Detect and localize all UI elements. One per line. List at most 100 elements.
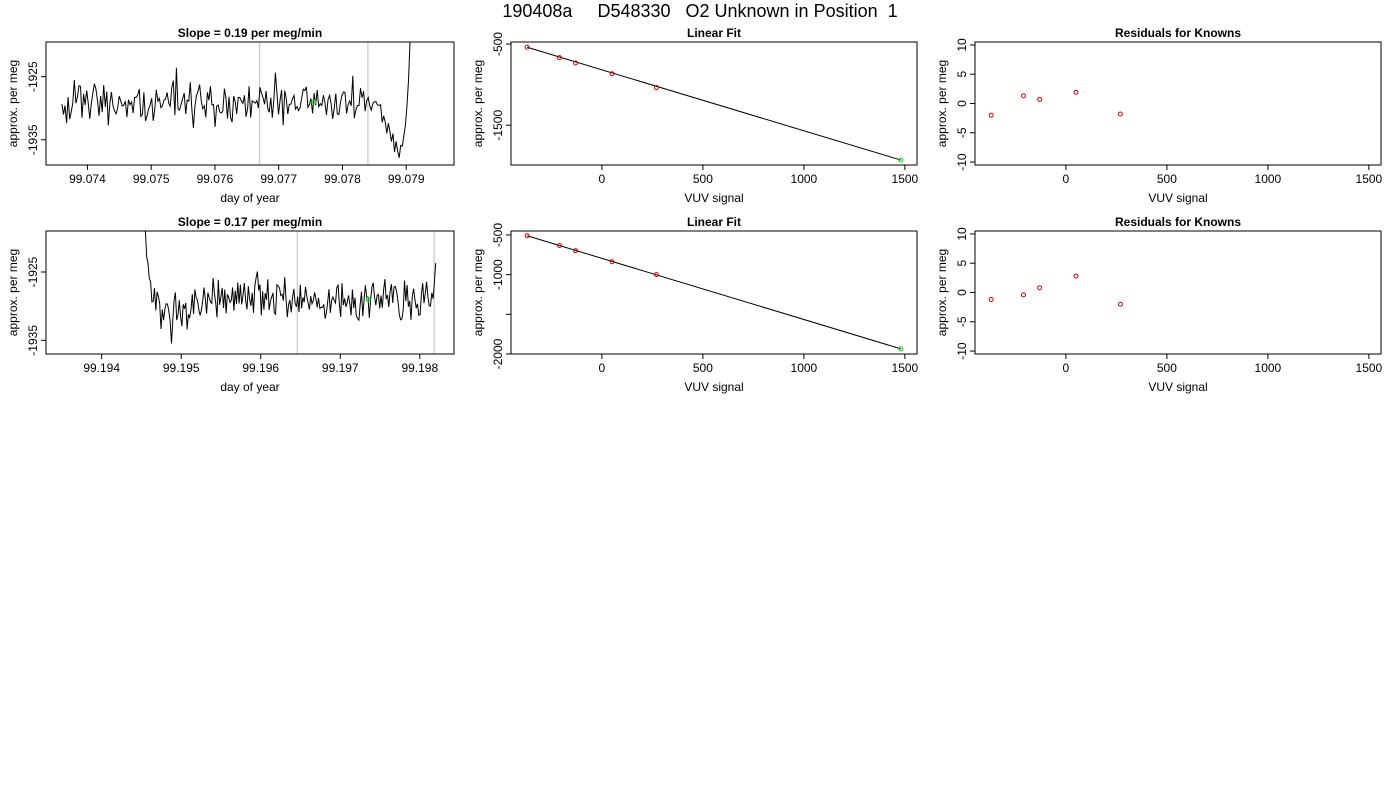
known-point	[524, 44, 530, 50]
panel-4: Slope = 0.17 per meg/min 99.194 99.195 99.1…	[6, 215, 455, 394]
x-tick-label: 500	[693, 361, 713, 375]
x-tick-label: 1000	[791, 361, 818, 375]
x-tick-label: 1500	[892, 361, 919, 375]
panel-2: Linear Fit 0 500 1000 1500 VUV signal -500 -150…	[471, 26, 919, 205]
y-axis-label: approx. per meg	[471, 60, 485, 147]
plot-frame	[45, 230, 455, 355]
series-line	[61, 42, 411, 158]
known-point	[556, 243, 562, 249]
x-tick-label: 99.196	[242, 361, 279, 375]
x-axis-label: VUV signal	[1148, 191, 1207, 205]
x-tick-label: 99.194	[83, 361, 120, 375]
y-tick-label: -1500	[491, 110, 505, 141]
x-tick-label: 99.077	[260, 172, 297, 186]
data-layer	[988, 89, 1123, 118]
known-point	[609, 259, 615, 265]
x-tick-label: 99.079	[388, 172, 425, 186]
data-layer	[524, 233, 904, 352]
data-layer	[524, 44, 904, 163]
panel-title: Slope = 0.19 per meg/min	[178, 26, 322, 40]
known-point	[988, 297, 994, 303]
y-tick-label: -1925	[26, 256, 40, 287]
panel-title: Linear Fit	[687, 26, 741, 40]
x-tick-label: 1500	[892, 172, 919, 186]
y-tick-label: -2000	[491, 338, 505, 369]
known-point	[609, 71, 615, 77]
y-axis-label: approx. per meg	[935, 60, 949, 147]
x-tick-label: 1500	[1356, 172, 1383, 186]
plot-frame	[45, 41, 455, 166]
x-tick-label: 99.078	[324, 172, 361, 186]
data-layer	[144, 231, 437, 344]
x-tick-label: 500	[1157, 172, 1177, 186]
y-tick-label: 10	[955, 227, 969, 241]
y-axis-label: approx. per meg	[935, 249, 949, 336]
known-point	[653, 272, 659, 278]
fit-line	[527, 46, 901, 161]
panel-5: Linear Fit 0 500 1000 1500 VUV signal -500 -100…	[471, 215, 919, 394]
unknown-point	[898, 346, 904, 352]
x-axis-label: VUV signal	[684, 191, 743, 205]
x-tick-label: 1000	[1255, 172, 1282, 186]
panel-title: Linear Fit	[687, 215, 741, 229]
plot-frame	[510, 230, 918, 355]
known-point	[524, 233, 530, 239]
known-point	[573, 248, 579, 254]
x-tick-label: 1500	[1356, 361, 1383, 375]
y-tick-label: -1935	[26, 325, 40, 356]
known-point	[1117, 111, 1123, 117]
fit-line	[527, 235, 901, 350]
x-axis-label: VUV signal	[1148, 380, 1207, 394]
known-point	[1020, 292, 1026, 298]
x-tick-label: 0	[599, 361, 606, 375]
x-axis-label: day of year	[220, 380, 279, 394]
x-tick-label: 0	[599, 172, 606, 186]
y-tick-label: 5	[955, 71, 969, 78]
known-point	[988, 112, 994, 118]
plot-frame	[510, 41, 918, 166]
known-point	[1037, 96, 1043, 102]
y-tick-label: -500	[491, 223, 505, 247]
x-tick-label: 0	[1063, 361, 1070, 375]
data-layer	[988, 273, 1123, 307]
known-point	[556, 55, 562, 61]
known-point	[1020, 93, 1026, 99]
y-tick-label: -5	[955, 127, 969, 138]
panel-6: Residuals for Knowns 0 500 1000 1500 VUV sign…	[935, 215, 1383, 394]
x-tick-label: 99.075	[133, 172, 170, 186]
y-axis-label: approx. per meg	[471, 249, 485, 336]
plot-frame	[974, 41, 1382, 166]
y-tick-label: 0	[955, 100, 969, 107]
unknown-point	[898, 157, 904, 163]
x-tick-label: 99.195	[163, 361, 200, 375]
known-point	[1073, 89, 1079, 95]
x-tick-label: 500	[693, 172, 713, 186]
y-tick-label: -1925	[26, 61, 40, 92]
y-axis-label: approx. per meg	[6, 60, 20, 147]
series-line	[144, 231, 437, 344]
known-point	[573, 60, 579, 66]
unknown-point	[365, 296, 371, 302]
y-tick-label: 0	[955, 289, 969, 296]
y-tick-label: 5	[955, 260, 969, 267]
x-tick-label: 99.076	[197, 172, 234, 186]
y-tick-label: -1000	[491, 259, 505, 290]
x-tick-label: 99.074	[69, 172, 106, 186]
known-point	[1117, 301, 1123, 307]
known-point	[1073, 273, 1079, 279]
y-tick-label: -1935	[26, 124, 40, 155]
plot-frame	[974, 230, 1382, 355]
known-point	[653, 85, 659, 91]
panel-1: Slope = 0.19 per meg/min 99.074 99.075 99.0…	[6, 26, 455, 205]
panel-3: Residuals for Knowns 0 500 1000 1500 VUV sign…	[935, 26, 1383, 205]
y-tick-label: -500	[491, 32, 505, 56]
panel-title: Slope = 0.17 per meg/min	[178, 215, 322, 229]
x-tick-label: 1000	[791, 172, 818, 186]
panel-title: Residuals for Knowns	[1115, 26, 1241, 40]
known-point	[1037, 285, 1043, 291]
x-tick-label: 99.197	[322, 361, 359, 375]
x-axis-label: day of year	[220, 191, 279, 205]
y-tick-label: -10	[955, 342, 969, 360]
data-layer	[61, 42, 411, 158]
